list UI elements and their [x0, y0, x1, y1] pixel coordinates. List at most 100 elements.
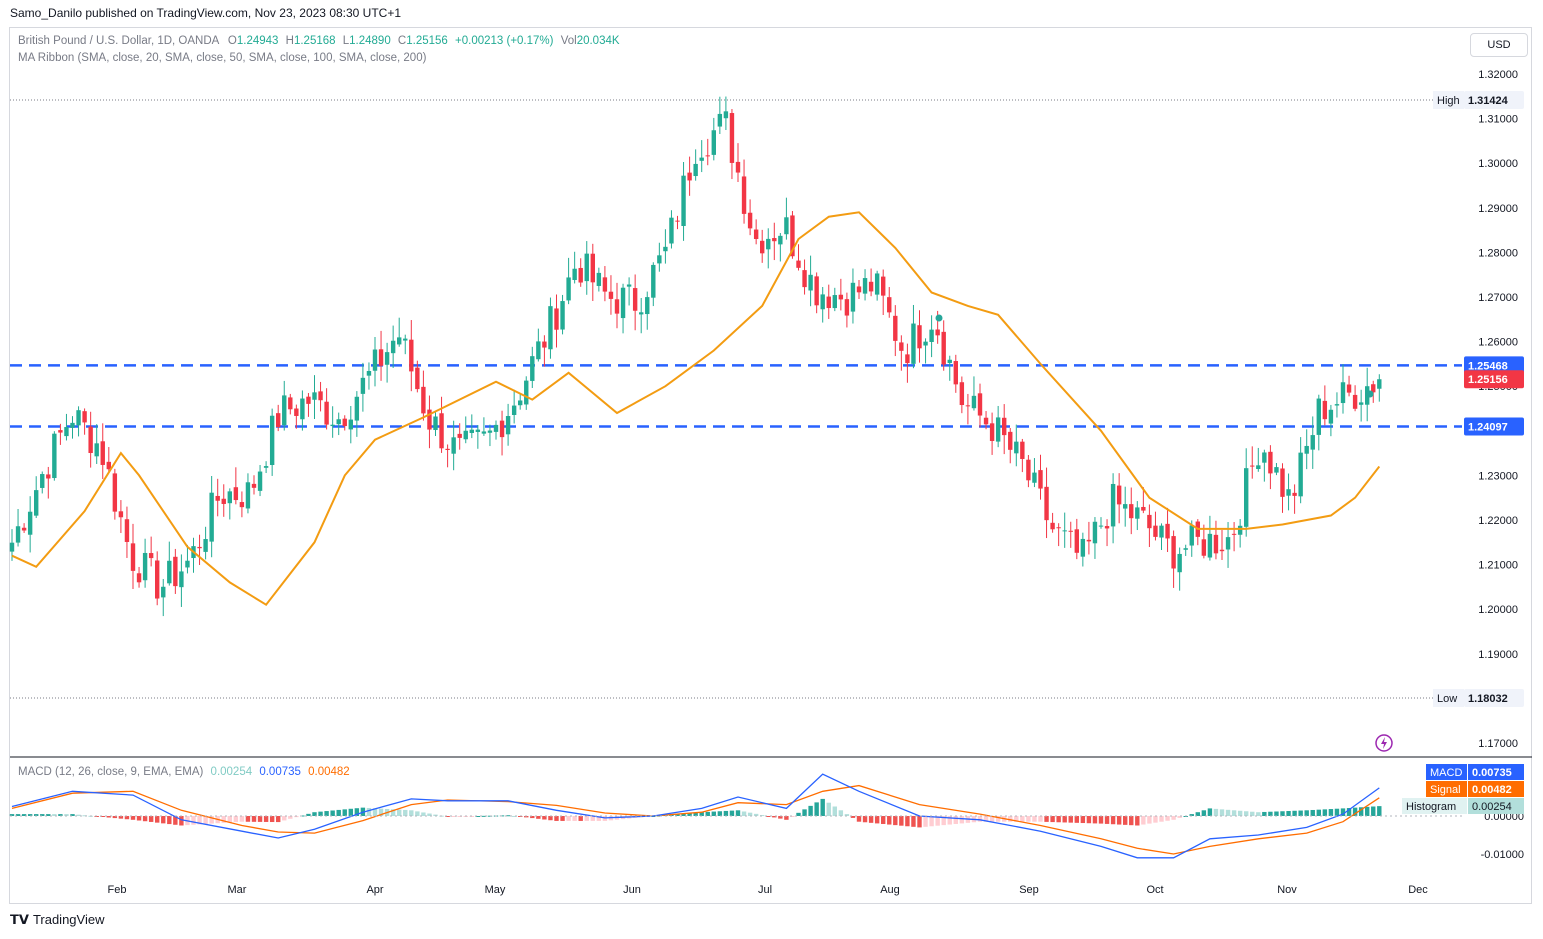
- candle-body[interactable]: [717, 113, 723, 127]
- candle-body[interactable]: [548, 306, 553, 350]
- candle-body[interactable]: [318, 391, 323, 401]
- candle-body[interactable]: [1177, 553, 1182, 573]
- candle-body[interactable]: [70, 422, 75, 428]
- candle-body[interactable]: [687, 172, 692, 181]
- candle-body[interactable]: [15, 526, 21, 543]
- candle-body[interactable]: [1014, 441, 1019, 454]
- candle-body[interactable]: [753, 229, 759, 240]
- candle-body[interactable]: [542, 341, 547, 348]
- candle-body[interactable]: [1038, 470, 1043, 489]
- candle-body[interactable]: [929, 329, 934, 342]
- candle-body[interactable]: [1334, 404, 1340, 406]
- time-axis[interactable]: Feb Mar Apr May Jun Jul Aug Sep Oct Nov Dec: [108, 884, 1429, 896]
- candle-body[interactable]: [257, 471, 263, 491]
- candle-body[interactable]: [1068, 530, 1073, 532]
- candle-body[interactable]: [342, 418, 347, 427]
- candle-body[interactable]: [778, 235, 783, 245]
- candle-body[interactable]: [651, 264, 656, 298]
- candle-body[interactable]: [1062, 530, 1067, 532]
- candle-body[interactable]: [421, 386, 426, 414]
- candle-body[interactable]: [100, 441, 105, 465]
- candle-body[interactable]: [306, 396, 311, 404]
- candle-body[interactable]: [1286, 489, 1291, 496]
- candle-body[interactable]: [384, 352, 390, 365]
- candle-body[interactable]: [887, 297, 892, 313]
- candle-body[interactable]: [959, 382, 965, 406]
- candle-body[interactable]: [1304, 445, 1309, 454]
- candle-body[interactable]: [197, 546, 202, 549]
- candle-body[interactable]: [276, 413, 281, 428]
- candle-body[interactable]: [215, 495, 220, 501]
- candle-body[interactable]: [1098, 525, 1104, 527]
- candle-body[interactable]: [747, 212, 753, 229]
- candle-body[interactable]: [1352, 394, 1358, 409]
- candle-body[interactable]: [1250, 465, 1255, 467]
- candle-body[interactable]: [917, 325, 922, 349]
- candle-body[interactable]: [1147, 514, 1152, 529]
- candle-body[interactable]: [1080, 538, 1086, 557]
- candle-body[interactable]: [1298, 452, 1303, 497]
- candle-body[interactable]: [850, 282, 856, 312]
- candle-body[interactable]: [699, 157, 704, 161]
- candle-body[interactable]: [620, 287, 626, 319]
- candle-body[interactable]: [1129, 504, 1134, 519]
- candle-body[interactable]: [433, 416, 438, 431]
- candle-body[interactable]: [572, 268, 577, 280]
- candle-body[interactable]: [760, 240, 765, 254]
- candle-body[interactable]: [784, 217, 789, 235]
- price-axis[interactable]: 1.32000 1.31000 1.30000 1.29000 1.28000 1.270…: [1478, 69, 1524, 861]
- candle-body[interactable]: [390, 340, 396, 354]
- candle-body[interactable]: [46, 474, 51, 479]
- candle-body[interactable]: [820, 294, 825, 310]
- candle-body[interactable]: [40, 474, 45, 488]
- candle-body[interactable]: [566, 277, 571, 301]
- candle-body[interactable]: [669, 217, 674, 244]
- candle-body[interactable]: [112, 473, 118, 512]
- candle-body[interactable]: [705, 155, 710, 157]
- candle-body[interactable]: [167, 560, 172, 584]
- candle-body[interactable]: [1328, 409, 1334, 424]
- candle-body[interactable]: [905, 354, 910, 364]
- flash-icon[interactable]: [1375, 734, 1393, 752]
- candle-body[interactable]: [499, 420, 505, 438]
- candle-body[interactable]: [348, 419, 353, 430]
- candle-body[interactable]: [1026, 459, 1031, 481]
- candle-body[interactable]: [1346, 384, 1352, 393]
- candle-body[interactable]: [735, 161, 741, 173]
- candle-body[interactable]: [148, 553, 154, 559]
- candle-body[interactable]: [1274, 467, 1279, 473]
- candle-body[interactable]: [1165, 523, 1170, 539]
- candle-body[interactable]: [802, 270, 807, 288]
- candle-body[interactable]: [378, 349, 384, 366]
- candle-body[interactable]: [995, 417, 1001, 442]
- candle-body[interactable]: [203, 539, 208, 552]
- candle-body[interactable]: [221, 498, 226, 504]
- candle-body[interactable]: [76, 410, 81, 426]
- candle-body[interactable]: [874, 273, 880, 295]
- candle-body[interactable]: [632, 288, 638, 311]
- candle-body[interactable]: [27, 511, 33, 535]
- event-dot[interactable]: [935, 314, 943, 322]
- candle-body[interactable]: [1316, 398, 1321, 435]
- candle-body[interactable]: [1340, 382, 1346, 404]
- ma-ribbon-legend[interactable]: MA Ribbon (SMA, close, 20, SMA, close, 5…: [18, 52, 427, 64]
- candle-body[interactable]: [560, 301, 565, 330]
- candle-body[interactable]: [463, 430, 468, 440]
- candle-body[interactable]: [1231, 533, 1237, 535]
- candle-body[interactable]: [1074, 529, 1079, 553]
- candle-body[interactable]: [941, 331, 946, 365]
- candle-body[interactable]: [814, 276, 819, 306]
- candle-body[interactable]: [808, 274, 813, 291]
- candle-body[interactable]: [590, 253, 595, 283]
- candle-body[interactable]: [469, 429, 474, 433]
- candle-body[interactable]: [1219, 549, 1225, 552]
- candle-body[interactable]: [427, 409, 432, 430]
- candle-body[interactable]: [1225, 537, 1231, 550]
- candle-body[interactable]: [505, 416, 511, 435]
- candle-body[interactable]: [179, 571, 184, 588]
- candle-body[interactable]: [554, 308, 559, 330]
- candle-body[interactable]: [1123, 504, 1128, 509]
- candle-body[interactable]: [409, 339, 414, 372]
- candle-body[interactable]: [989, 423, 995, 441]
